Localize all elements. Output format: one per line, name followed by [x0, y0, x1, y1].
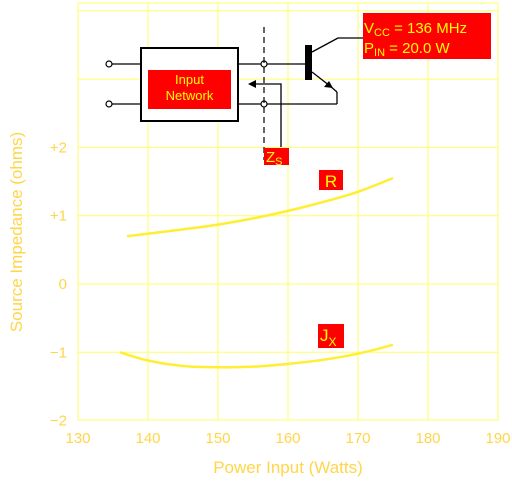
y-axis-label: Source Impedance (ohms) — [7, 132, 26, 332]
x-axis-label: Power Input (Watts) — [213, 458, 363, 477]
tick-labels: 130 140 150 160 170 180 190 +2 +1 0 −1 −2 — [50, 139, 511, 447]
y-tick-label: +2 — [50, 139, 67, 156]
terminal-bottom-left — [105, 100, 113, 108]
x-tick-label: 190 — [485, 430, 510, 447]
y-tick-label: 0 — [59, 276, 67, 293]
svg-text:R: R — [325, 172, 337, 191]
curves — [119, 176, 394, 369]
zs-label: ZS — [266, 149, 283, 168]
grid — [78, 3, 498, 420]
svg-text:JX: JX — [320, 326, 337, 349]
circuit-schematic: Input Network ZS VCC = 136 MHz PIN = 20.… — [105, 13, 491, 168]
x-tick-label: 180 — [415, 430, 440, 447]
network-label-line2: Network — [166, 88, 214, 103]
transistor-base-bar — [305, 45, 312, 80]
specs-box — [363, 13, 491, 59]
y-tick-label: −2 — [50, 413, 67, 430]
zs-arrow — [252, 83, 282, 147]
x-tick-label: 130 — [65, 430, 90, 447]
series-line-r — [126, 176, 394, 238]
series-line-jx — [119, 343, 394, 369]
y-tick-label: −1 — [50, 344, 67, 361]
network-label-line1: Input — [175, 72, 204, 87]
x-tick-label: 150 — [205, 430, 230, 447]
x-tick-label: 160 — [275, 430, 300, 447]
terminal-top-left — [105, 60, 113, 68]
pin-spec: PIN = 20.0 W — [364, 40, 450, 59]
y-tick-label: +1 — [50, 208, 67, 225]
x-tick-label: 170 — [345, 430, 370, 447]
series-label-jx: JX — [318, 324, 344, 349]
x-tick-label: 140 — [135, 430, 160, 447]
vcc-spec: VCC = 136 MHz — [364, 20, 467, 39]
series-label-r: R — [319, 170, 343, 191]
